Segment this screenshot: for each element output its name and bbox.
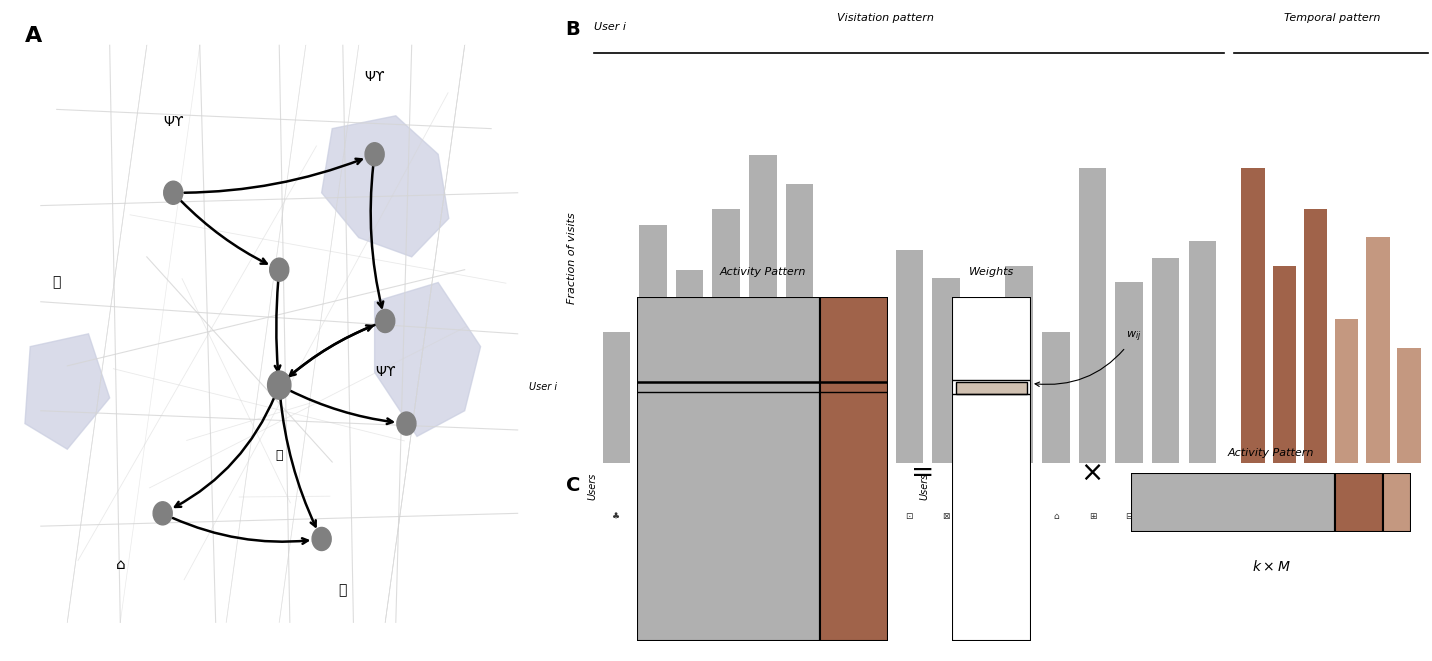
Text: ⊞: ⊞	[649, 512, 657, 521]
Text: Ψϒ: Ψϒ	[163, 115, 183, 129]
Bar	[637, 297, 821, 641]
Bar	[1131, 473, 1335, 532]
Circle shape	[269, 258, 289, 281]
Bar	[1398, 348, 1421, 463]
Bar	[713, 209, 740, 463]
Text: ⛒: ⛒	[53, 276, 62, 290]
Circle shape	[312, 527, 331, 551]
Bar	[969, 373, 997, 463]
Text: ⊠: ⊠	[686, 512, 693, 521]
Bar	[639, 225, 667, 463]
Text: ▦: ▦	[1373, 512, 1382, 522]
Bar	[1005, 266, 1032, 463]
Text: Activity Pattern: Activity Pattern	[719, 267, 806, 277]
Text: User i: User i	[528, 382, 557, 392]
Bar	[957, 381, 1027, 394]
Bar	[676, 270, 703, 463]
Text: $k \times M$: $k \times M$	[1252, 559, 1290, 574]
Text: ⌂: ⌂	[116, 557, 125, 572]
Bar	[895, 250, 924, 463]
Text: ▦: ▦	[1342, 512, 1352, 522]
Text: ⊡: ⊡	[869, 512, 876, 521]
Text: ⊠: ⊠	[942, 512, 949, 521]
Bar	[1189, 241, 1216, 463]
Text: $w_{ij}$: $w_{ij}$	[1035, 330, 1141, 387]
Bar	[1335, 473, 1383, 532]
Text: Temporal pattern: Temporal pattern	[1283, 13, 1380, 23]
Text: ⊟: ⊟	[1126, 512, 1133, 521]
Bar	[1116, 282, 1143, 463]
Polygon shape	[322, 116, 448, 257]
Text: Users: Users	[919, 473, 929, 500]
Text: ⊞: ⊞	[1161, 512, 1170, 521]
Bar	[786, 184, 813, 463]
Bar	[1335, 319, 1359, 463]
Polygon shape	[375, 282, 481, 436]
Text: User i: User i	[594, 22, 626, 32]
Bar	[859, 348, 886, 463]
Bar	[821, 297, 888, 641]
Text: C: C	[566, 476, 580, 495]
Text: $\times$: $\times$	[1081, 459, 1101, 486]
Text: B: B	[566, 20, 580, 39]
Text: ◷: ◷	[1312, 512, 1320, 522]
Circle shape	[153, 502, 172, 525]
Text: =: =	[911, 459, 934, 486]
Text: Visitation pattern: Visitation pattern	[836, 13, 934, 23]
Text: ◷: ◷	[1280, 512, 1289, 522]
Bar	[1242, 168, 1264, 463]
Text: ⛪: ⛪	[338, 583, 347, 598]
Bar	[603, 332, 630, 463]
Bar	[1383, 473, 1411, 532]
Text: ✕: ✕	[979, 512, 987, 521]
Text: ⊟: ⊟	[1199, 512, 1206, 521]
Text: A: A	[24, 26, 42, 46]
Text: ⌂: ⌂	[1053, 512, 1058, 521]
Bar	[1151, 258, 1180, 463]
Text: Ψϒ: Ψϒ	[364, 70, 385, 85]
Text: Users: Users	[587, 473, 597, 500]
Bar	[749, 155, 776, 463]
Circle shape	[163, 181, 183, 204]
Text: Ψ: Ψ	[796, 512, 803, 521]
Bar	[1273, 266, 1296, 463]
Bar	[932, 278, 959, 463]
Text: ⛰: ⛰	[1017, 512, 1022, 521]
Text: Fraction of visits: Fraction of visits	[567, 212, 577, 303]
Circle shape	[375, 309, 395, 332]
Bar	[822, 299, 849, 463]
Text: ⊞: ⊞	[1088, 512, 1097, 521]
Bar	[1078, 168, 1106, 463]
Text: ⋋: ⋋	[832, 512, 841, 521]
Text: ♣: ♣	[613, 512, 620, 521]
Text: ⛏: ⛏	[275, 449, 284, 462]
Text: Ψϒ: Ψϒ	[375, 366, 395, 379]
Text: ⊟: ⊟	[722, 512, 730, 521]
Text: Ψ: Ψ	[759, 512, 766, 521]
Polygon shape	[24, 334, 110, 449]
Text: Weights: Weights	[969, 267, 1014, 277]
Circle shape	[268, 371, 291, 399]
Text: ⊡: ⊡	[905, 512, 914, 521]
Circle shape	[397, 412, 415, 435]
Text: ◷: ◷	[1249, 512, 1257, 522]
Text: Activity Pattern: Activity Pattern	[1227, 447, 1315, 457]
Circle shape	[365, 143, 384, 166]
Bar	[1366, 237, 1389, 463]
Bar	[1303, 209, 1327, 463]
Bar	[1042, 332, 1070, 463]
